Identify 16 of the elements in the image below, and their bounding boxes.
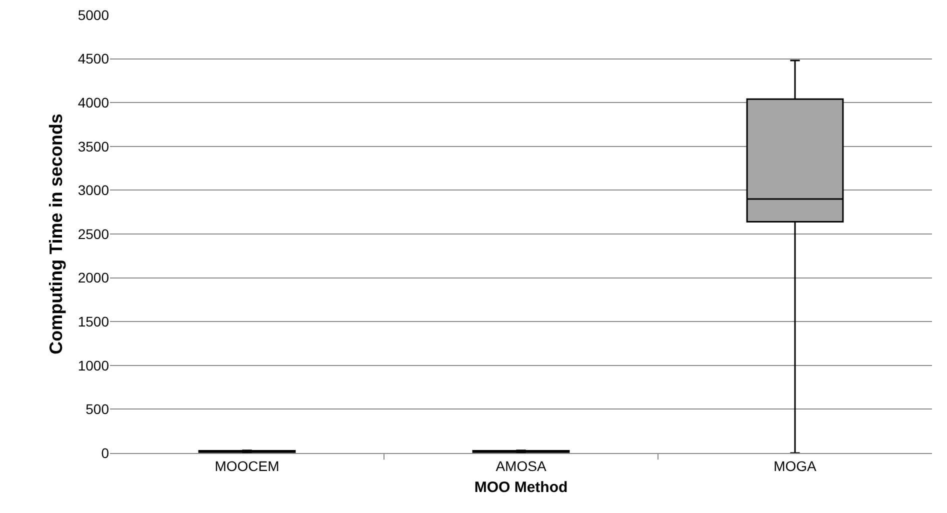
x-tick-label: MOGA	[774, 458, 818, 474]
y-tick-label: 3500	[78, 138, 110, 154]
x-axis-title: MOO Method	[474, 478, 568, 496]
y-tick-label: 2000	[78, 270, 110, 286]
y-tick-label: 3000	[78, 182, 110, 198]
x-tick-label: MOOCEM	[214, 458, 280, 474]
y-tick-label: 1000	[78, 357, 110, 374]
x-tick-label: AMOSA	[496, 458, 547, 474]
y-tick-label: 1500	[78, 314, 110, 330]
y-axis-title: Computing Time in seconds	[46, 114, 66, 354]
y-tick-label: 500	[86, 401, 110, 418]
y-tick-label: 4500	[78, 50, 110, 67]
y-tick-label: 5000	[78, 6, 110, 23]
y-tick-label: 0	[101, 444, 110, 461]
y-tick-label: 4000	[78, 94, 110, 110]
y-tick-label: 2500	[78, 226, 110, 242]
